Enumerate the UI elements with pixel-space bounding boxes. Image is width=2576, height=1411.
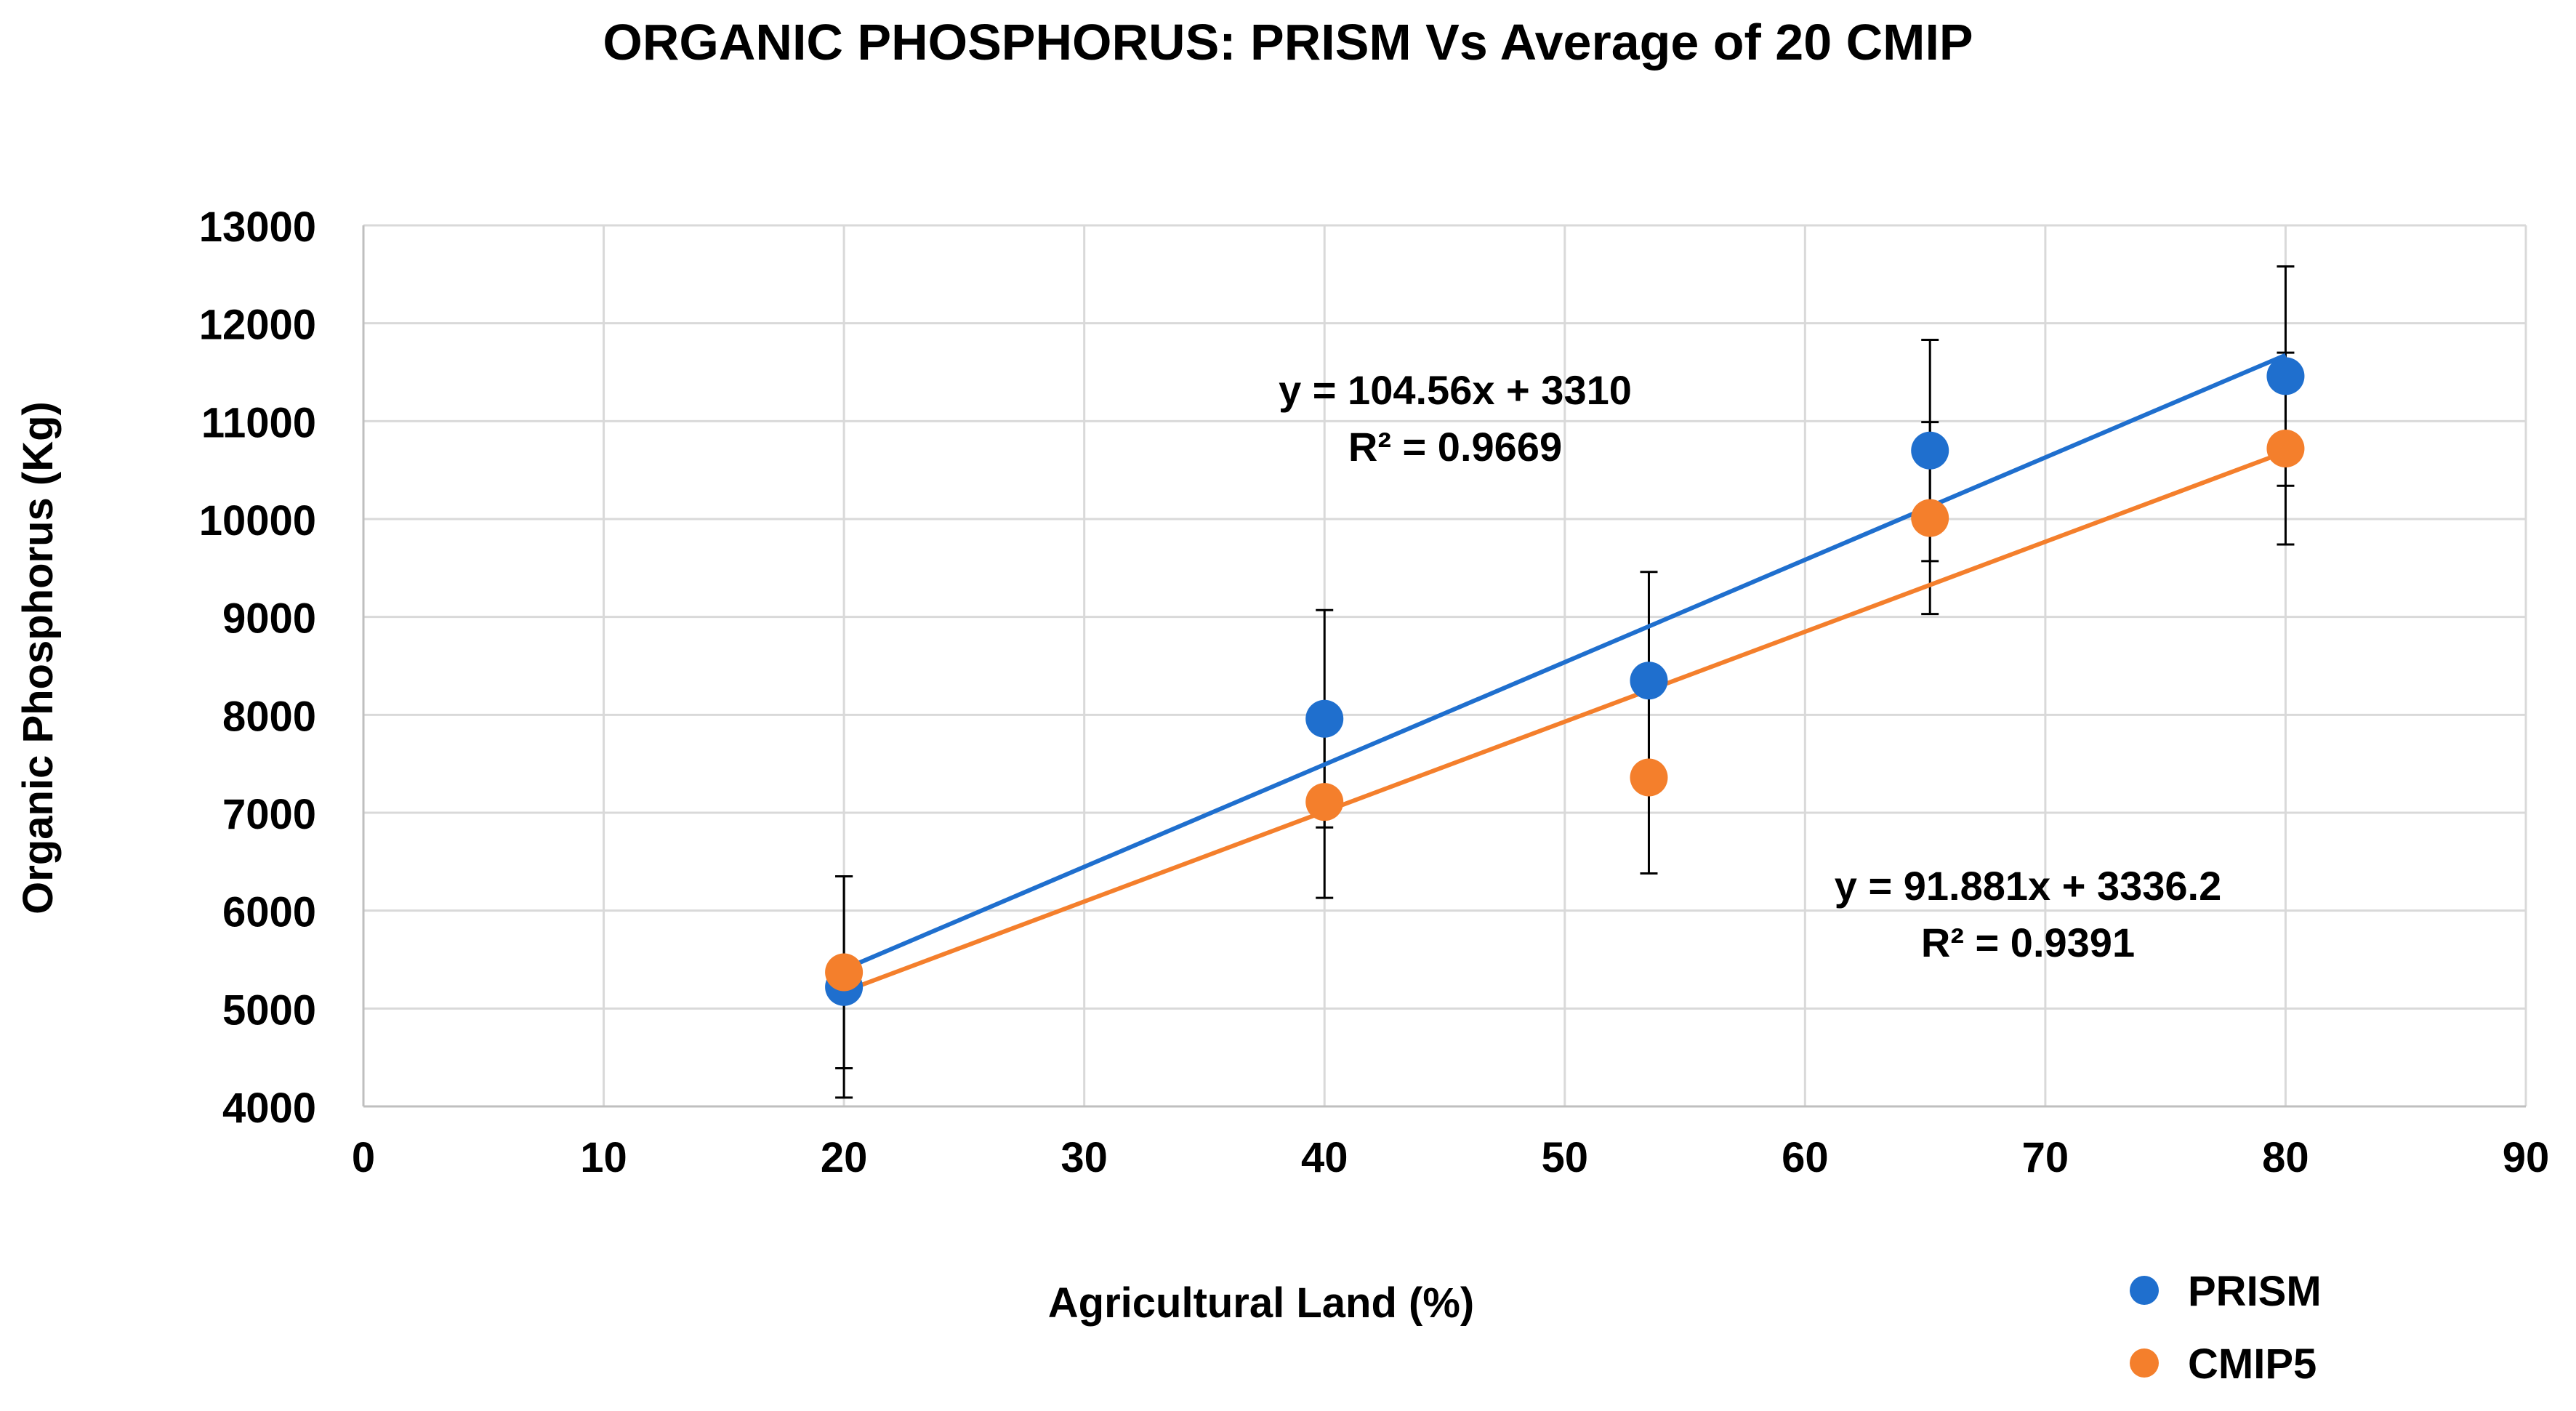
cmip5-r-squared: R² = 0.9391 (1921, 920, 2135, 965)
prism-point (1630, 662, 1668, 700)
y-tick-label: 5000 (222, 986, 316, 1034)
y-tick-label: 4000 (222, 1085, 316, 1132)
prism-r-squared: R² = 0.9669 (1348, 424, 1562, 470)
y-tick-label: 10000 (199, 497, 316, 544)
legend-label-cmip5: CMIP5 (2188, 1340, 2317, 1388)
y-tick-label: 7000 (222, 791, 316, 838)
cmip5-point (1911, 499, 1949, 537)
cmip5-equation: y = 91.881x + 3336.2 (1835, 863, 2222, 909)
cmip5-point (1630, 758, 1668, 797)
x-tick-label: 70 (2022, 1134, 2069, 1181)
legend-marker-prism (2130, 1276, 2159, 1305)
legend-label-prism: PRISM (2188, 1268, 2322, 1315)
prism-point (2266, 357, 2305, 395)
x-tick-label: 80 (2262, 1134, 2309, 1181)
chart-title: ORGANIC PHOSPHORUS: PRISM Vs Average of … (603, 14, 1973, 71)
y-axis-title: Organic Phosphorus (Kg) (15, 401, 62, 914)
x-tick-label: 50 (1542, 1134, 1589, 1181)
y-tick-label: 11000 (201, 399, 316, 446)
legend-marker-cmip5 (2130, 1348, 2159, 1378)
x-tick-label: 30 (1060, 1134, 1108, 1181)
cmip5-point (825, 953, 864, 992)
prism-point (1911, 431, 1949, 470)
x-tick-label: 0 (352, 1134, 375, 1181)
cmip5-point (2266, 430, 2305, 468)
cmip5-point (1305, 783, 1344, 821)
x-axis-title: Agricultural Land (%) (1048, 1279, 1474, 1327)
y-tick-label: 6000 (222, 889, 316, 936)
x-tick-label: 60 (1782, 1134, 1829, 1181)
y-tick-label: 12000 (199, 302, 316, 349)
x-tick-label: 90 (2503, 1134, 2550, 1181)
x-tick-label: 20 (821, 1134, 868, 1181)
x-tick-label: 40 (1301, 1134, 1348, 1181)
x-tick-label: 10 (580, 1134, 627, 1181)
y-tick-label: 8000 (222, 693, 316, 740)
y-tick-label: 13000 (199, 204, 316, 251)
cmip5-trendline (843, 449, 2287, 994)
y-tick-label: 9000 (222, 595, 316, 643)
prism-equation: y = 104.56x + 3310 (1279, 367, 1632, 413)
prism-point (1305, 699, 1344, 738)
prism-trendline (842, 353, 2287, 972)
